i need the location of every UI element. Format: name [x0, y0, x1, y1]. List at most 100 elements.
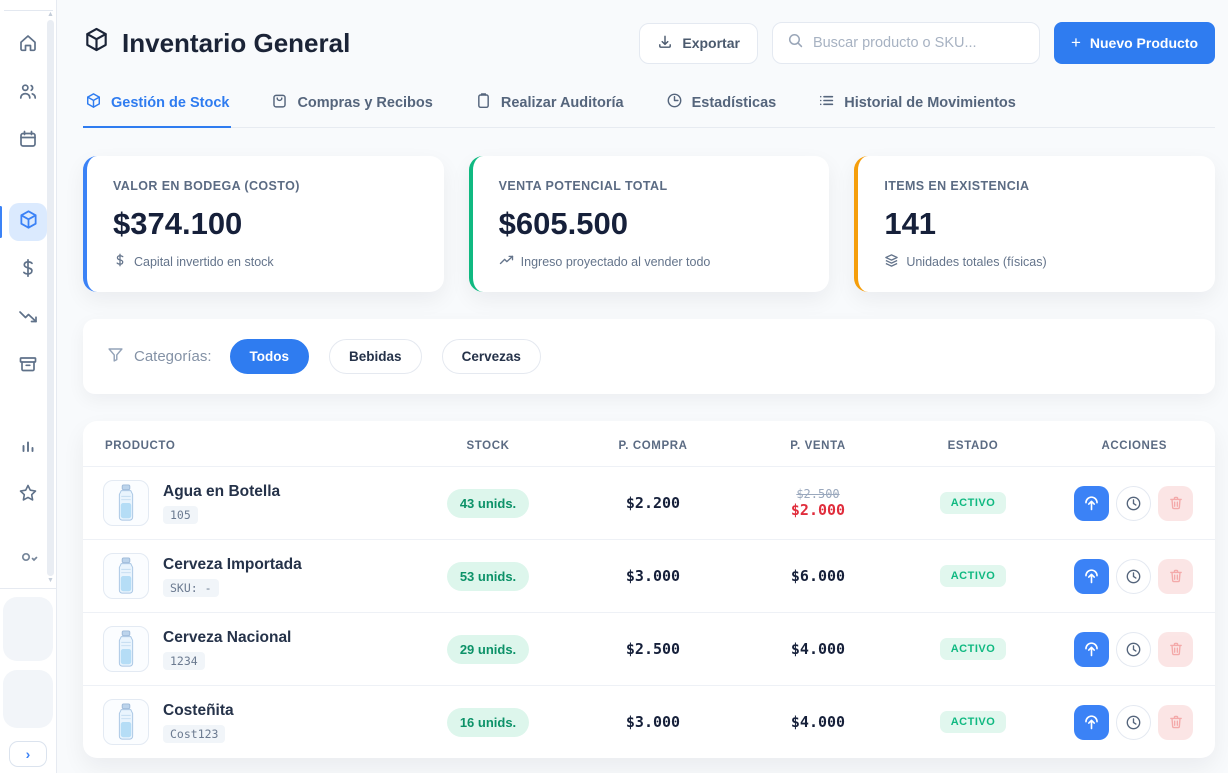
purchase-price: $2.500: [625, 640, 681, 658]
sale-price: $4.000: [790, 713, 846, 731]
sidebar-item-reports[interactable]: [9, 428, 47, 466]
trending-down-icon: [18, 306, 38, 331]
filter-label: Categorías:: [134, 348, 212, 365]
trash-icon: [1169, 569, 1182, 583]
sidebar-scrollbar[interactable]: ▲ ▼: [46, 11, 55, 589]
history-button[interactable]: [1116, 558, 1151, 594]
table-row: Cerveza Importada SKU: - 53 unids. $3.00…: [83, 539, 1215, 612]
upload-icon: [1085, 641, 1098, 656]
stat-caption-text: Capital invertido en stock: [134, 254, 274, 269]
stock-cell: 53 unids.: [413, 561, 563, 591]
stat-caption: Capital invertido en stock: [113, 253, 418, 270]
actions-cell: [1053, 631, 1215, 667]
sidebar-divider: [3, 10, 53, 11]
search-input[interactable]: [812, 35, 1025, 51]
delete-button[interactable]: [1158, 558, 1193, 594]
sidebar-item-calendar[interactable]: [9, 122, 47, 160]
list-icon: [818, 92, 835, 113]
sidebar-placeholder-1: [3, 597, 53, 661]
sidebar-item-finance[interactable]: [9, 251, 47, 289]
tab-realizar-auditoria[interactable]: Realizar Auditoría: [473, 88, 626, 128]
category-pill-cervezas[interactable]: Cervezas: [441, 339, 541, 374]
stat-caption: Ingreso proyectado al vender todo: [499, 253, 804, 271]
new-product-button[interactable]: + Nuevo Producto: [1053, 22, 1215, 64]
stat-label: ITEMS EN EXISTENCIA: [884, 179, 1030, 193]
restock-button[interactable]: [1074, 704, 1109, 740]
restock-button[interactable]: [1074, 631, 1109, 667]
sidebar-item-account-partial[interactable]: [18, 549, 38, 563]
tab-estadisticas[interactable]: Estadísticas: [664, 88, 779, 128]
sale-price-cell: $2.500 $2.000: [743, 487, 893, 520]
tab-gestion-de-stock[interactable]: Gestión de Stock: [83, 88, 232, 128]
table-row: Agua en Botella 105 43 unids. $2.200 $2.…: [83, 466, 1215, 539]
trash-icon: [1169, 715, 1182, 729]
delete-button[interactable]: [1158, 704, 1193, 740]
product-cell: Cerveza Nacional 1234: [83, 626, 413, 672]
star-icon: [18, 483, 38, 508]
tab-compras-y-recibos[interactable]: Compras y Recibos: [269, 88, 434, 128]
status-cell: ACTIVO: [893, 565, 1053, 587]
column-header-acciones: ACCIONES: [1101, 440, 1167, 452]
sale-price: $2.000: [790, 500, 846, 519]
tab-label: Gestión de Stock: [111, 94, 230, 111]
scroll-down-icon[interactable]: ▼: [47, 577, 54, 584]
export-button[interactable]: Exportar: [639, 22, 758, 64]
clock-icon: [666, 92, 683, 113]
product-image: [103, 626, 149, 672]
category-pill-bebidas[interactable]: Bebidas: [329, 339, 422, 374]
topbar: Inventario General Exportar + Nuevo Prod…: [83, 22, 1215, 64]
trash-icon: [1169, 642, 1182, 656]
delete-button[interactable]: [1158, 485, 1193, 521]
upload-icon: [1085, 568, 1098, 583]
main-content: Inventario General Exportar + Nuevo Prod…: [57, 0, 1228, 773]
column-header-p-compra: P. COMPRA: [618, 440, 688, 452]
history-button[interactable]: [1116, 631, 1151, 667]
sidebar-item-users[interactable]: [9, 74, 47, 112]
product-cell: Costeñita Cost123: [83, 699, 413, 745]
sidebar-item-favorites[interactable]: [9, 476, 47, 514]
stat-card-items-existencia: ITEMS EN EXISTENCIA 141 Unidades totales…: [854, 156, 1215, 292]
restock-button[interactable]: [1074, 485, 1109, 521]
product-info: Cerveza Importada SKU: -: [163, 556, 302, 597]
sidebar-item-inventory[interactable]: [0, 203, 47, 241]
product-image: [103, 699, 149, 745]
sidebar-item-archive[interactable]: [9, 347, 47, 385]
product-name: Cerveza Importada: [163, 555, 302, 573]
dollar-icon: [18, 258, 38, 283]
stat-card-venta-potencial: VENTA POTENCIAL TOTAL $605.500 Ingreso p…: [468, 156, 830, 292]
history-button[interactable]: [1116, 704, 1151, 740]
sidebar-expand-button[interactable]: ›: [9, 741, 47, 767]
package-icon: [18, 209, 39, 235]
category-pill-todos[interactable]: Todos: [229, 339, 310, 374]
calendar-icon: [18, 129, 38, 154]
scrollbar-thumb[interactable]: [47, 20, 54, 576]
sidebar-item-home[interactable]: [9, 26, 47, 64]
status-cell: ACTIVO: [893, 638, 1053, 660]
purchase-price: $3.000: [625, 567, 681, 585]
top-actions: Exportar + Nuevo Producto: [639, 22, 1215, 64]
tab-label: Compras y Recibos: [297, 94, 433, 111]
table-header: PRODUCTO STOCK P. COMPRA P. VENTA ESTADO…: [83, 421, 1215, 466]
sidebar-item-trends[interactable]: [9, 299, 47, 337]
delete-button[interactable]: [1158, 631, 1193, 667]
scroll-up-icon[interactable]: ▲: [47, 11, 54, 18]
purchase-price: $2.200: [625, 494, 681, 512]
stat-value: $374.100: [113, 206, 243, 241]
product-cell: Cerveza Importada SKU: -: [83, 553, 413, 599]
product-image: [103, 480, 149, 526]
search-icon: [787, 32, 804, 54]
actions-cell: [1053, 558, 1215, 594]
product-table: PRODUCTO STOCK P. COMPRA P. VENTA ESTADO…: [83, 421, 1215, 758]
clock-icon: [1126, 569, 1141, 583]
history-button[interactable]: [1116, 485, 1151, 521]
dollar-icon: [113, 253, 127, 270]
clipboard-icon: [475, 92, 492, 113]
column-header-stock: STOCK: [466, 440, 510, 452]
column-header-producto: PRODUCTO: [105, 440, 176, 452]
restock-button[interactable]: [1074, 558, 1109, 594]
sale-price: $4.000: [790, 640, 846, 658]
bar-chart-icon: [18, 435, 38, 460]
tab-historial-de-movimientos[interactable]: Historial de Movimientos: [816, 88, 1018, 128]
stock-badge: 43 unids.: [446, 488, 530, 518]
product-sku: 105: [163, 505, 198, 524]
